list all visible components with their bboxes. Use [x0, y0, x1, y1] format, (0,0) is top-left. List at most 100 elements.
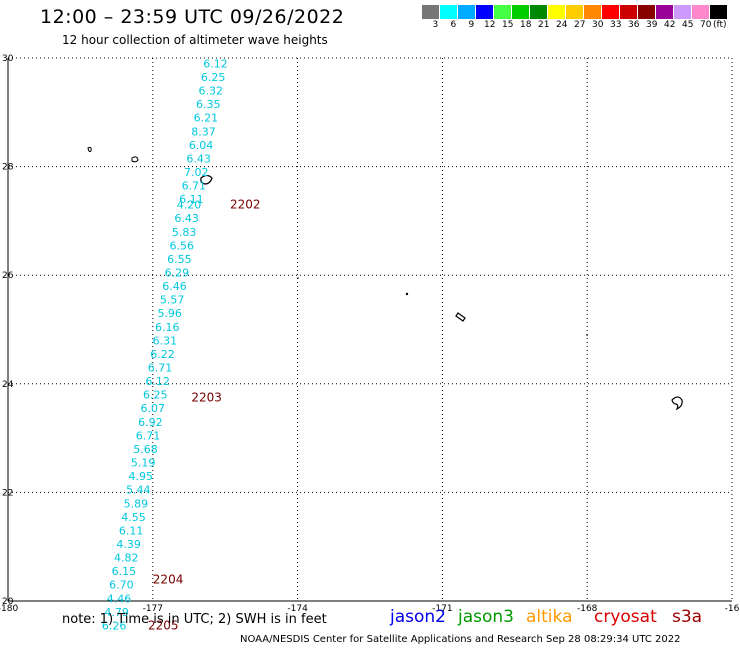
swh-value-label: 4.39: [116, 538, 141, 551]
island-outline: [131, 156, 139, 163]
color-scale-label: 15: [502, 20, 514, 30]
mission-label-s3a: s3a: [672, 607, 703, 627]
color-swatch: [602, 5, 620, 19]
swh-value-label: 6.22: [150, 348, 175, 361]
footer-note: note: 1) Time is in UTC; 2) SWH is in fe…: [62, 612, 327, 627]
color-scale-label: 6: [450, 20, 457, 30]
pass-time-label: 2204: [153, 572, 184, 586]
swh-value-label: 6.12: [145, 375, 170, 388]
color-swatch: [566, 5, 584, 19]
swh-value-label: 6.11: [119, 524, 144, 537]
lat-tick-label: 24: [2, 380, 14, 390]
color-swatch: [440, 5, 458, 19]
island-outline: [87, 146, 92, 153]
color-scale-label: 9: [468, 20, 475, 30]
swh-value-label: 6.26: [102, 619, 127, 632]
swh-value-label: 6.04: [189, 139, 214, 152]
swh-value-label: 6.92: [138, 416, 163, 429]
color-scale-label: 12: [484, 20, 496, 30]
altimeter-track: 6.126.256.326.356.218.376.046.437.026.71…: [102, 57, 228, 632]
swh-value-label: 4.82: [114, 552, 139, 565]
color-swatch: [584, 5, 602, 19]
lon-tick-label: -180: [0, 604, 18, 614]
mission-label-jason2: jason2: [390, 607, 446, 627]
swh-value-label: 5.96: [157, 307, 182, 320]
swh-value-label: 5.44: [126, 484, 151, 497]
color-swatch: [422, 5, 440, 19]
swh-value-label: 6.31: [153, 334, 178, 347]
color-swatch: [656, 5, 674, 19]
swh-value-label: 6.35: [196, 98, 221, 111]
swh-value-label: 6.55: [167, 253, 192, 266]
lon-tick-label: -16: [725, 604, 740, 614]
swh-value-label: 6.15: [112, 565, 137, 578]
swh-value-label: 6.25: [201, 71, 226, 84]
swh-value-label: 7.02: [184, 166, 209, 179]
pass-time-label: 2202: [230, 198, 261, 212]
color-scale-label: 70: [700, 20, 712, 30]
swh-value-label: 6.29: [165, 266, 190, 279]
swh-value-label: 6.16: [155, 321, 180, 334]
color-swatch: [494, 5, 512, 19]
swh-value-label: 4.79: [104, 606, 129, 619]
axis-labels: 30 28 26 24 22 20-180 -177 -174 -171 -168 -16: [0, 54, 740, 614]
swh-value-label: 6.56: [170, 239, 195, 252]
swh-value-label: 6.12: [203, 57, 228, 70]
color-swatch: [620, 5, 638, 19]
lon-tick-label: -168: [577, 604, 598, 614]
color-scale-label: 36: [628, 20, 640, 30]
swh-value-label: 5.89: [124, 497, 149, 510]
color-scale-label: 39: [646, 20, 658, 30]
swh-value-label: 5.57: [160, 294, 185, 307]
swh-value-label: 4.95: [128, 470, 153, 483]
lat-tick-label: 22: [2, 488, 13, 498]
mission-label-altika: altika: [526, 607, 573, 627]
island-dot: [297, 277, 299, 279]
swh-value-label: 6.32: [198, 85, 223, 98]
mission-label-cryosat: cryosat: [594, 607, 657, 627]
island-outline: [671, 396, 683, 411]
pass-time-label: 2203: [191, 390, 222, 404]
color-scale-label: 18: [520, 20, 532, 30]
color-scale-bar: [422, 5, 728, 19]
lat-tick-label: 26: [2, 271, 14, 281]
swh-value-label: 4.20: [177, 199, 202, 212]
island-dot: [586, 334, 588, 336]
swh-value-label: 5.19: [131, 457, 156, 470]
swh-value-label: 4.46: [107, 592, 132, 605]
color-scale-label: 33: [610, 20, 622, 30]
swh-value-label: 6.71: [148, 362, 173, 375]
island-outlines: [87, 146, 683, 411]
color-scale-label: (ft): [713, 20, 727, 30]
island-outline: [455, 312, 466, 322]
swh-value-label: 6.21: [194, 112, 219, 125]
map-title: 12:00 – 23:59 UTC 09/26/2022: [40, 6, 345, 28]
island-outline: [200, 174, 213, 185]
swh-value-label: 6.11: [179, 193, 204, 206]
island-dot: [405, 292, 409, 296]
color-scale-label: 42: [664, 20, 676, 30]
lon-tick-label: -171: [432, 604, 452, 614]
color-scale-label: 21: [538, 20, 550, 30]
color-scale-label: 45: [682, 20, 694, 30]
color-swatch: [710, 5, 728, 19]
swh-value-label: 6.70: [109, 579, 134, 592]
swh-value-label: 6.07: [141, 402, 166, 415]
color-swatch: [674, 5, 692, 19]
swh-value-label: 6.71: [182, 180, 207, 193]
pass-time-label: 2205: [148, 618, 179, 632]
swh-value-label: 5.83: [172, 226, 197, 239]
swh-value-label: 4.55: [121, 511, 146, 524]
lat-tick-label: 30: [2, 54, 14, 64]
lat-tick-label: 28: [2, 163, 14, 173]
swh-value-label: 6.71: [136, 429, 161, 442]
swh-value-label: 6.43: [186, 152, 211, 165]
lon-tick-label: -177: [143, 604, 163, 614]
color-swatch: [692, 5, 710, 19]
lat-tick-label: 20: [2, 597, 14, 607]
color-scale-label: 27: [574, 20, 586, 30]
mission-label-jason3: jason3: [458, 607, 514, 627]
color-swatch: [530, 5, 548, 19]
color-scale-label: 3: [432, 20, 439, 30]
footer-credit: NOAA/NESDIS Center for Satellite Applica…: [240, 634, 681, 645]
